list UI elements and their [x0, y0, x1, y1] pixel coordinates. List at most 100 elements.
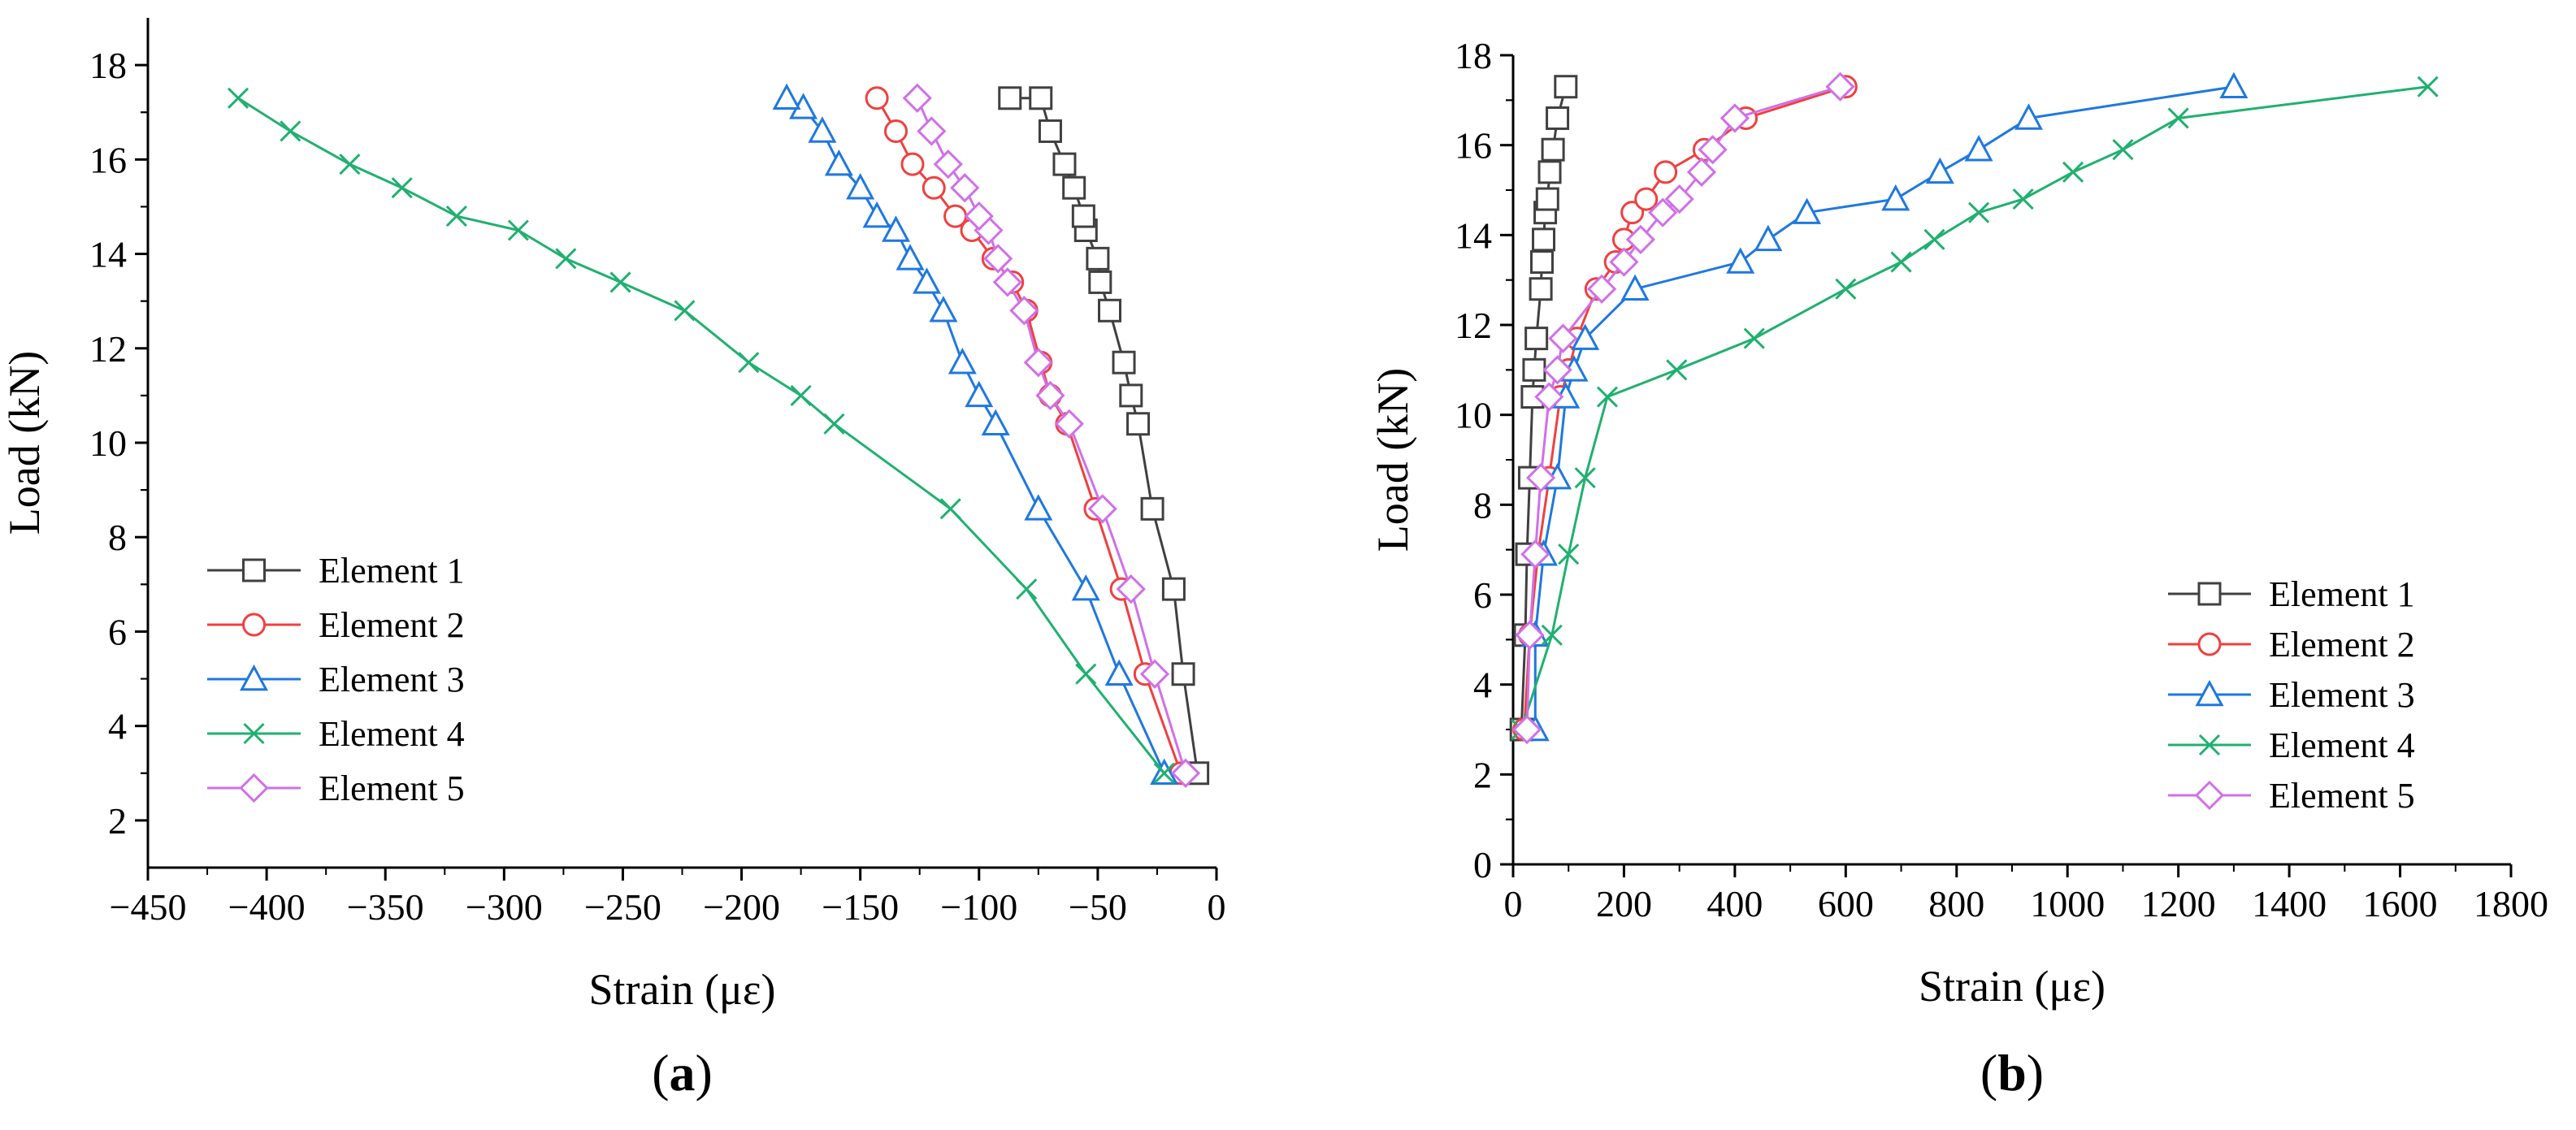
y-tick-label: 18	[89, 45, 127, 86]
series-element-1-marker	[1541, 137, 1565, 162]
series-element-3-marker	[948, 348, 977, 375]
series-element-4-line	[1520, 85, 2428, 730]
panel-letter: b	[1997, 1044, 2027, 1102]
series-element-5-marker	[1548, 323, 1578, 353]
series-element-1-marker	[1126, 412, 1151, 436]
legend-label: Element 1	[319, 551, 465, 591]
series-element-3-line	[1533, 85, 2235, 730]
y-tick-label: 4	[1473, 665, 1492, 706]
series-element-1-marker	[1529, 250, 1554, 275]
series-element-4-marker	[1153, 762, 1175, 784]
series-element-4-marker	[738, 352, 760, 374]
series-element-5-marker	[1170, 758, 1201, 788]
x-tick-label: −200	[703, 886, 780, 928]
legend-swatch-marker	[242, 613, 266, 637]
series-element-4-marker	[2167, 107, 2189, 129]
series-element-3-marker	[824, 149, 853, 176]
series-element-5	[1511, 71, 1855, 745]
series-element-3-marker	[929, 296, 958, 323]
series-element-3-marker	[1104, 659, 1134, 686]
series-element-3-marker	[1754, 224, 1783, 252]
x-tick-label: −300	[466, 886, 543, 928]
series-element-1-marker	[1029, 86, 1053, 110]
y-axis-label: Load (kN)	[1368, 368, 1417, 552]
y-tick-label: 6	[1473, 574, 1492, 616]
series-element-4	[227, 87, 1175, 784]
series-element-5-marker	[1825, 71, 1855, 102]
y-tick-label: 12	[89, 328, 127, 370]
legend-label: Element 2	[319, 605, 465, 645]
series-element-5-marker	[950, 173, 980, 203]
series-element-4-marker	[1574, 467, 1596, 489]
series-element-5-line	[1525, 85, 1841, 730]
series-element-5-marker	[1698, 135, 1728, 165]
series-element-5-marker	[1139, 659, 1170, 689]
series-element-3-marker	[1925, 157, 1954, 184]
series-element-2-marker	[922, 175, 946, 200]
y-tick-label: 4	[108, 706, 127, 747]
series-element-5	[902, 83, 1201, 788]
x-tick-label: −450	[110, 886, 187, 928]
series-element-1-marker	[1532, 227, 1556, 252]
series-element-2-marker	[1634, 187, 1659, 211]
series-element-4-marker	[445, 206, 467, 227]
series-element-4-marker	[2112, 139, 2134, 161]
series-element-4-marker	[2012, 188, 2034, 210]
series-element-1-marker	[1062, 175, 1086, 200]
series-element-1-marker	[1554, 75, 1578, 99]
series-element-3-marker	[1964, 135, 1993, 162]
series-element-1-marker	[1052, 152, 1077, 176]
series-element-4-marker	[339, 154, 361, 175]
legend-swatch-marker	[2194, 780, 2225, 811]
series-element-3-marker	[965, 380, 994, 408]
legend-swatch-marker	[2197, 632, 2222, 656]
series-element-4-marker	[391, 177, 413, 199]
y-tick-label: 18	[1455, 35, 1492, 76]
series-element-2	[865, 86, 1193, 786]
series-element-3-marker	[808, 116, 837, 143]
x-tick-label: 200	[1596, 883, 1652, 924]
series-element-5-marker	[1515, 620, 1545, 650]
series-element-5-marker	[983, 244, 1013, 274]
y-tick-label: 0	[1473, 844, 1492, 885]
series-element-4-marker	[1666, 359, 1688, 381]
series-element-4-marker	[2062, 161, 2084, 183]
series-element-2-marker	[1654, 160, 1678, 184]
series-element-2-marker	[865, 86, 889, 110]
series-element-3-marker	[1881, 184, 1910, 211]
series-element-5-marker	[1609, 247, 1639, 277]
series-element-3-marker	[896, 244, 925, 271]
series-element-1-marker	[1522, 357, 1546, 382]
y-tick-label: 14	[1455, 214, 1492, 256]
series-element-5-marker	[1625, 224, 1656, 254]
x-tick-label: −100	[940, 886, 1017, 928]
series-element-4-line	[237, 97, 1165, 774]
series-element-1-marker	[1038, 119, 1062, 143]
series-element-2-marker	[884, 119, 908, 143]
series-element-4-marker	[280, 120, 301, 142]
series-element-1-marker	[1171, 662, 1195, 686]
y-tick-label: 2	[1473, 754, 1492, 795]
series-element-5-marker	[1664, 184, 1694, 214]
legend-entry: Element 2	[207, 605, 465, 645]
series-element-1-marker	[998, 86, 1022, 110]
series-element-1	[998, 86, 1210, 786]
legend-swatch-marker	[243, 722, 265, 745]
series-element-4-marker	[823, 413, 845, 435]
legend-label: Element 1	[2269, 574, 2415, 614]
series-element-4-marker	[1558, 543, 1580, 565]
x-tick-label: 0	[1504, 883, 1523, 924]
series-element-4-marker	[227, 87, 249, 109]
y-tick-label: 16	[89, 139, 127, 180]
legend-entry: Element 4	[2168, 725, 2415, 765]
panel-b: 0 200 400 600 800 1000 1200 1400 1600 1800 0 2 4 6 8 10…	[1368, 35, 2548, 1102]
x-tick-label: 400	[1706, 883, 1763, 924]
y-tick-label: 8	[1473, 484, 1492, 526]
x-tick-label: 0	[1208, 886, 1226, 928]
legend-entry: Element 2	[2168, 625, 2415, 665]
y-tick-label: 6	[108, 611, 127, 652]
series-element-5-marker	[1087, 494, 1117, 524]
series-element-3-marker	[1571, 323, 1600, 350]
series-element-4-marker	[1743, 327, 1765, 349]
